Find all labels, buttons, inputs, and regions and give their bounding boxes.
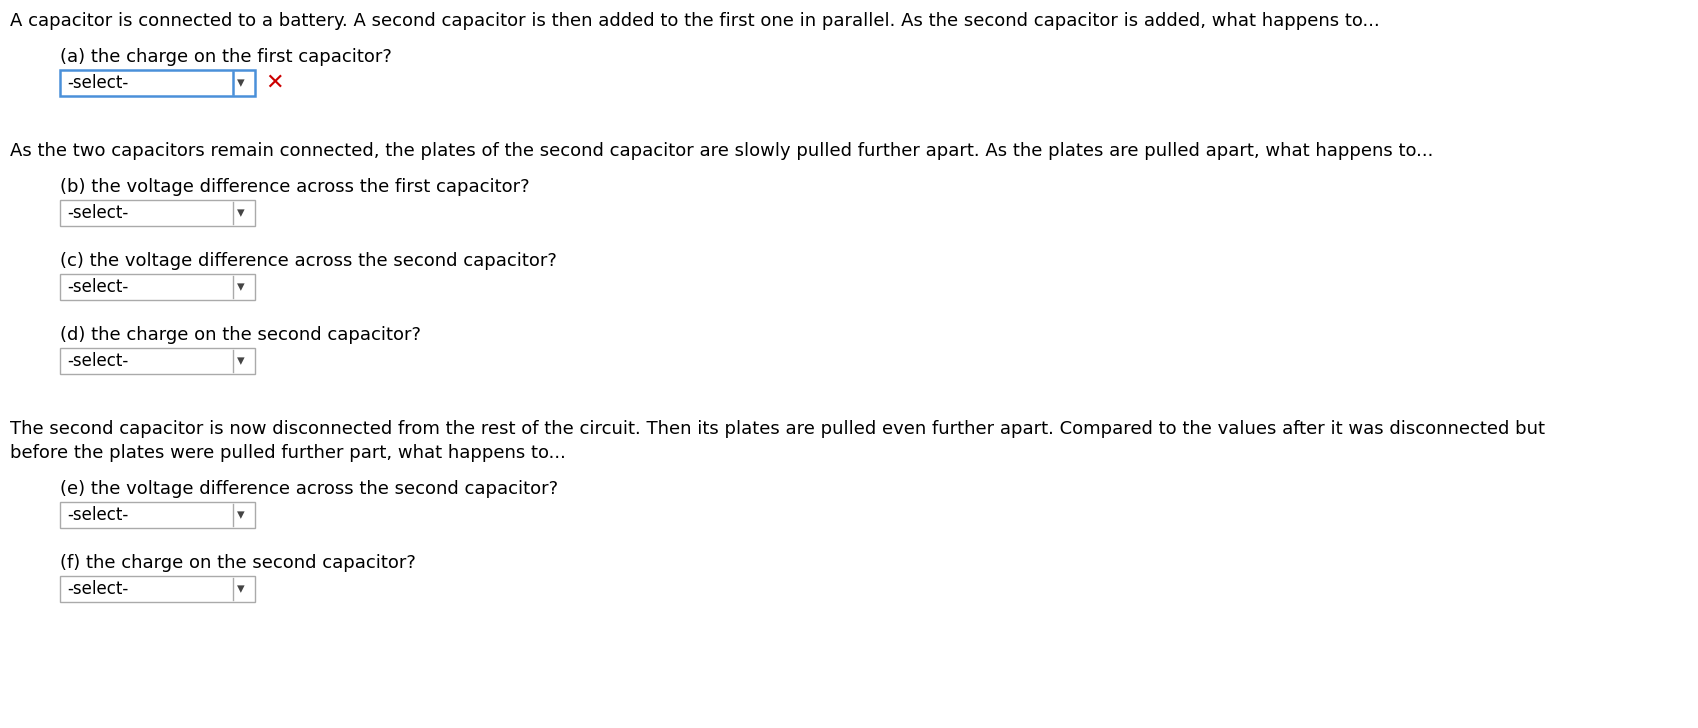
Text: -select-: -select-	[66, 506, 127, 524]
Text: -select-: -select-	[66, 580, 127, 598]
Text: -select-: -select-	[66, 352, 127, 370]
Text: (f) the charge on the second capacitor?: (f) the charge on the second capacitor?	[59, 554, 416, 572]
Text: ▾: ▾	[238, 280, 245, 295]
Text: (d) the charge on the second capacitor?: (d) the charge on the second capacitor?	[59, 326, 421, 344]
Text: ▾: ▾	[238, 76, 245, 90]
FancyBboxPatch shape	[59, 70, 255, 96]
Text: The second capacitor is now disconnected from the rest of the circuit. Then its : The second capacitor is now disconnected…	[10, 420, 1543, 438]
Text: ▾: ▾	[238, 507, 245, 523]
Text: ▾: ▾	[238, 205, 245, 221]
Text: (e) the voltage difference across the second capacitor?: (e) the voltage difference across the se…	[59, 480, 559, 498]
FancyBboxPatch shape	[59, 576, 255, 602]
Text: (a) the charge on the first capacitor?: (a) the charge on the first capacitor?	[59, 48, 392, 66]
FancyBboxPatch shape	[59, 274, 255, 300]
Text: -select-: -select-	[66, 74, 127, 92]
FancyBboxPatch shape	[59, 502, 255, 528]
Text: before the plates were pulled further part, what happens to...: before the plates were pulled further pa…	[10, 444, 565, 462]
Text: A capacitor is connected to a battery. A second capacitor is then added to the f: A capacitor is connected to a battery. A…	[10, 12, 1379, 30]
Text: -select-: -select-	[66, 278, 127, 296]
FancyBboxPatch shape	[59, 200, 255, 226]
Text: -select-: -select-	[66, 204, 127, 222]
Text: (c) the voltage difference across the second capacitor?: (c) the voltage difference across the se…	[59, 252, 557, 270]
Text: ✕: ✕	[265, 73, 284, 93]
Text: ▾: ▾	[238, 354, 245, 368]
FancyBboxPatch shape	[59, 348, 255, 374]
Text: ▾: ▾	[238, 582, 245, 596]
Text: As the two capacitors remain connected, the plates of the second capacitor are s: As the two capacitors remain connected, …	[10, 142, 1433, 160]
Text: (b) the voltage difference across the first capacitor?: (b) the voltage difference across the fi…	[59, 178, 530, 196]
